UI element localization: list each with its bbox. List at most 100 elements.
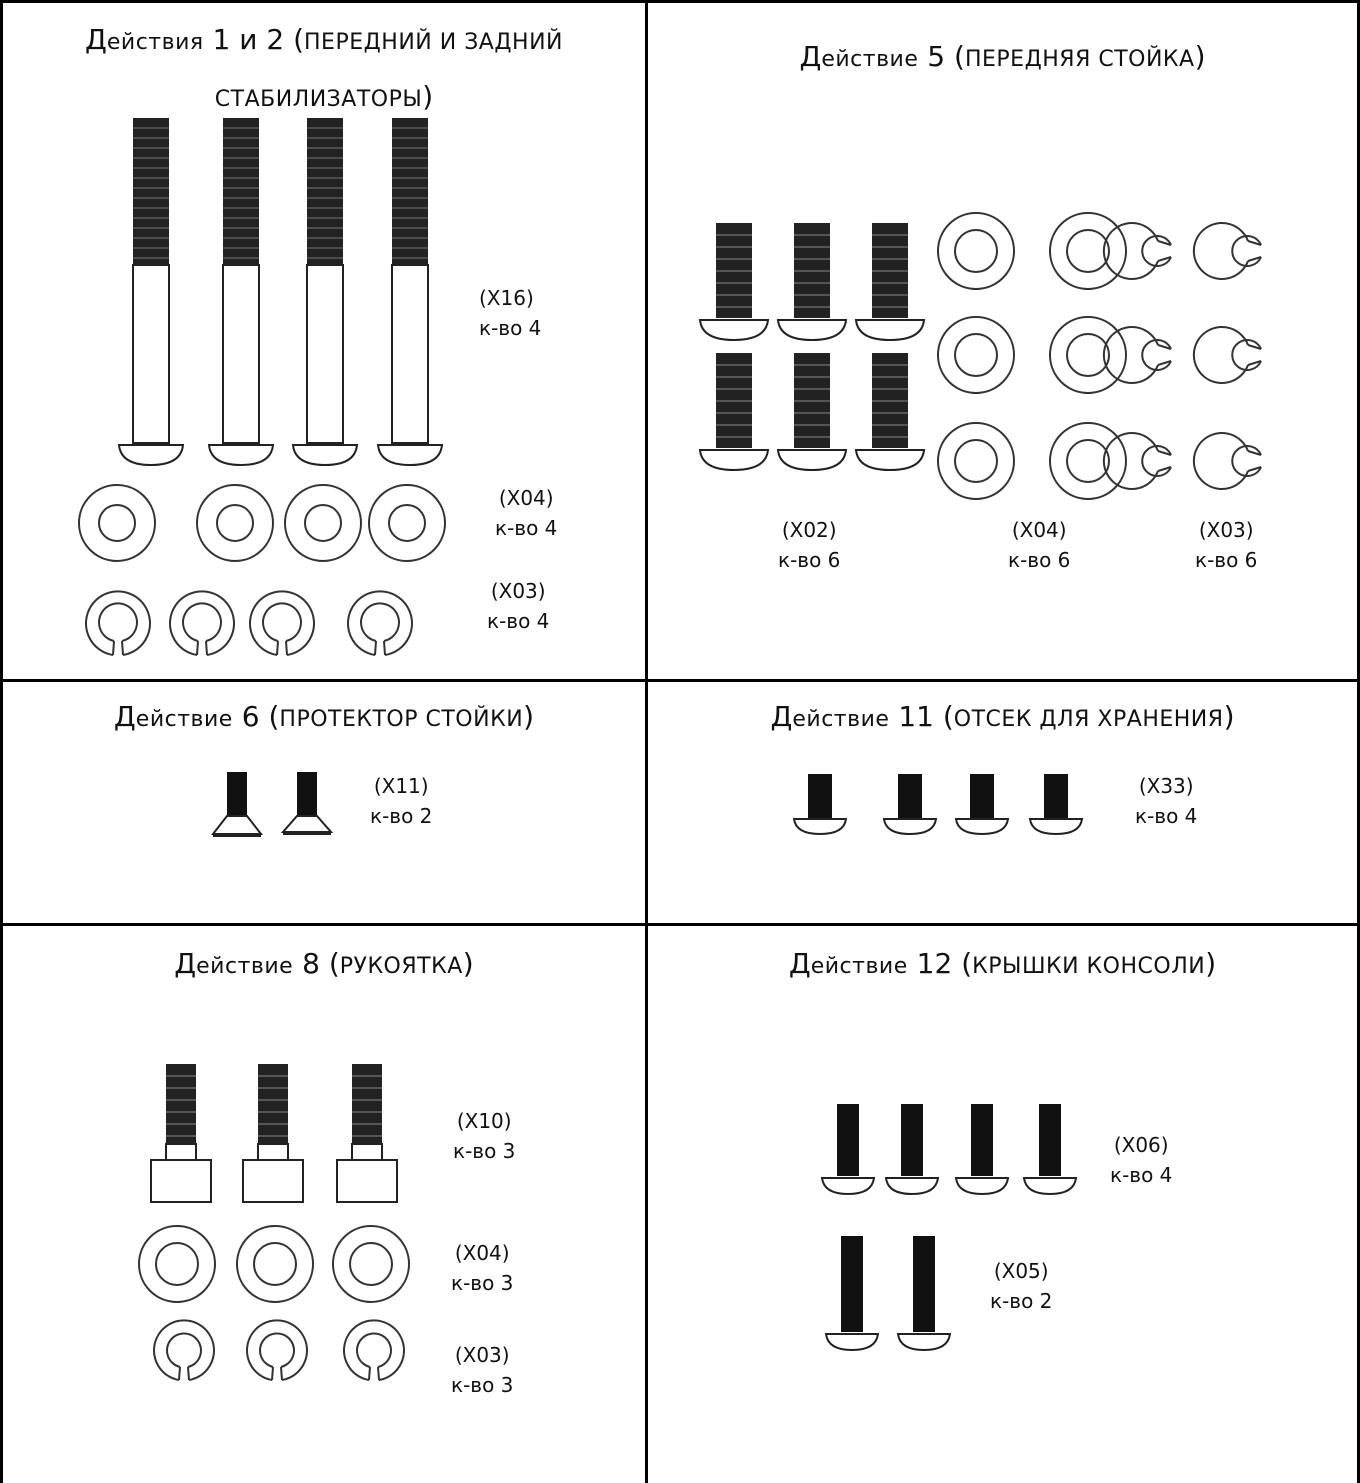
part-code: (X11)	[373, 774, 429, 798]
title-cap: Д	[788, 947, 811, 980]
part-qty: к-во 4	[1110, 1163, 1173, 1187]
long-bolts-illustration	[117, 118, 444, 467]
lock-washer	[1192, 222, 1262, 280]
part-label: (X33) к-во 4	[1135, 771, 1197, 831]
title-paren-open: (	[268, 700, 280, 733]
part-qty: к-во 4	[487, 609, 550, 633]
title-number: 5	[927, 40, 946, 73]
part-code: (X03)	[490, 579, 546, 603]
button-screw	[896, 1236, 952, 1352]
part-code: (X04)	[498, 486, 554, 510]
socket-cap-bolt	[336, 1064, 398, 1203]
part-label: (X04) к-во 4	[495, 483, 557, 543]
panel-title: Действие 12 (крышки консоли)	[648, 946, 1357, 985]
button-screw	[1022, 1104, 1078, 1196]
button-bolt	[698, 353, 770, 472]
title-number: 8	[302, 947, 320, 980]
socket-cap-bolt	[150, 1064, 212, 1203]
flat-washer	[937, 212, 1015, 290]
part-code: (X05)	[993, 1259, 1049, 1283]
flat-washers-illustration	[138, 1225, 410, 1303]
panel-title: Действие 8 (рукоятка)	[3, 946, 645, 985]
title-number: 1 и 2	[212, 23, 285, 56]
flat-washer	[1049, 422, 1127, 500]
button-screws-illustration	[820, 1104, 1078, 1352]
flat-washer	[937, 422, 1015, 500]
flat-washer	[78, 484, 156, 562]
title-description: рукоятка	[339, 954, 463, 979]
part-label: (X04) к-во 3	[451, 1238, 513, 1298]
lock-washer	[1192, 326, 1262, 384]
title-word: ействие	[810, 954, 908, 979]
panel-title: Действие 6 (протектор стойки)	[3, 699, 645, 738]
title-number: 6	[241, 700, 260, 733]
short-button-screw	[954, 774, 1010, 836]
title-description: крышки консоли	[972, 954, 1206, 979]
lock-washer	[249, 590, 315, 656]
part-qty: к-во 6	[778, 548, 841, 572]
border-top	[0, 0, 1360, 3]
part-qty: к-во 3	[453, 1139, 516, 1163]
lock-washer	[1102, 326, 1172, 384]
title-word: ействие	[196, 954, 294, 979]
part-label: (X03) к-во 3	[451, 1340, 513, 1400]
part-qty: к-во 4	[1135, 804, 1198, 828]
title-description: отсек для хранения	[953, 707, 1224, 732]
divider-row-2	[0, 923, 1360, 926]
border-right	[1357, 0, 1360, 1483]
short-button-screw	[1028, 774, 1084, 836]
countersunk-screws-illustration	[210, 772, 334, 837]
button-screw	[824, 1236, 880, 1352]
title-number: 11	[898, 700, 934, 733]
short-button-screw	[792, 774, 848, 836]
divider-vertical	[645, 0, 648, 1483]
lock-washers-illustration	[1102, 222, 1262, 490]
flat-washer	[368, 484, 446, 562]
title-paren-close: )	[1223, 700, 1235, 733]
panel-title: Действие 5 (передняя стойка)	[648, 39, 1357, 78]
flat-washer	[138, 1225, 216, 1303]
lock-washer	[347, 590, 413, 656]
flat-washer	[236, 1225, 314, 1303]
part-code: (X16)	[479, 286, 534, 310]
long-bolt	[207, 118, 275, 467]
part-code: (X03)	[454, 1343, 510, 1367]
title-cap: Д	[174, 947, 197, 980]
title-paren-close: )	[422, 80, 434, 113]
lock-washer	[1102, 432, 1172, 490]
part-qty: к-во 2	[990, 1289, 1053, 1313]
button-screw	[820, 1104, 876, 1196]
title-word: ействие	[821, 47, 919, 72]
title-word: ействие	[792, 707, 890, 732]
title-cap: Д	[770, 700, 793, 733]
title-cap: Д	[84, 23, 107, 56]
lock-washers-illustration	[85, 590, 413, 656]
title-paren-open: (	[942, 700, 954, 733]
title-word: ействия	[106, 30, 204, 55]
divider-row-1	[0, 679, 1360, 682]
title-number: 12	[916, 947, 953, 980]
part-qty: к-во 6	[1008, 548, 1071, 572]
part-code: (X06)	[1113, 1133, 1169, 1157]
title-paren-open: (	[954, 40, 965, 73]
long-bolt	[291, 118, 359, 467]
title-description: передняя стойка	[964, 47, 1195, 72]
lock-washer	[246, 1319, 308, 1381]
button-screw	[954, 1104, 1010, 1196]
part-label: (X02) к-во 6	[778, 515, 840, 575]
title-paren-close: )	[523, 700, 535, 733]
title-description: передний и задний стабилизаторы	[214, 30, 563, 112]
lock-washer	[153, 1319, 215, 1381]
button-bolt	[776, 223, 848, 342]
part-code: (X33)	[1138, 774, 1194, 798]
title-paren-open: (	[328, 947, 340, 980]
part-qty: к-во 4	[495, 516, 558, 540]
part-label: (X11) к-во 2	[370, 771, 432, 831]
part-label: (X03) к-во 4	[487, 576, 549, 636]
lock-washer	[1102, 222, 1172, 280]
part-code: (X04)	[1011, 518, 1067, 542]
short-button-screw	[882, 774, 938, 836]
panel-step-8: Действие 8 (рукоятка) (X10) к-во 3 (X04)…	[3, 926, 645, 1483]
flat-washer	[332, 1225, 410, 1303]
